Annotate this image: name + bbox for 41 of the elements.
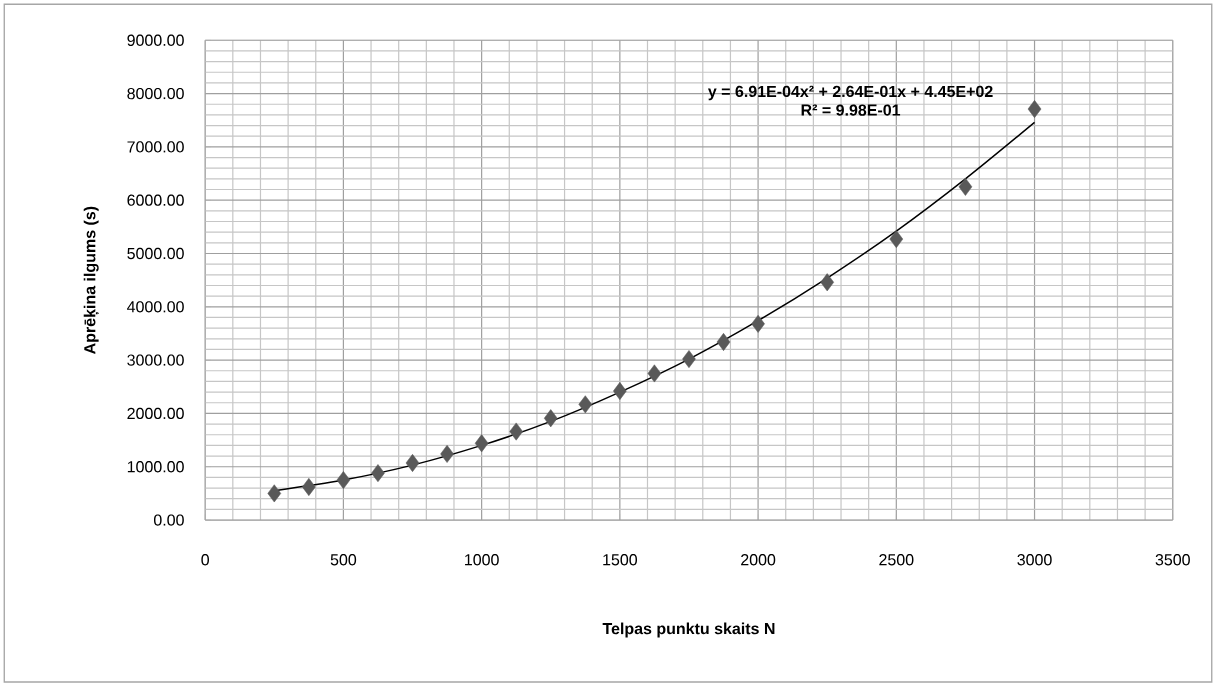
point — [405, 453, 420, 472]
point — [440, 444, 454, 463]
x-tick-label: 1500 — [603, 553, 638, 566]
x-axis-title: Telpas punktu skaits N — [602, 622, 775, 638]
x-tick-label: 500 — [330, 553, 357, 566]
x-tick-label: 3000 — [1017, 553, 1052, 566]
point — [682, 350, 696, 368]
point — [302, 477, 316, 496]
point — [647, 364, 662, 383]
y-tick-label: 7000.00 — [127, 141, 184, 153]
y-tick-label: 1000.00 — [127, 460, 184, 473]
point — [1027, 99, 1042, 118]
y-tick-label: 3000.00 — [127, 354, 184, 366]
annotation: R² = 9.98E-01 — [801, 104, 901, 116]
x-tick-label: 3500 — [1155, 553, 1190, 566]
annotation: y = 6.91E-04x² + 2.64E-01x + 4.45E+02 — [707, 85, 993, 101]
x-tick-label: 2000 — [741, 553, 776, 566]
y-axis-title: Aprēķina ilgums (s) — [83, 206, 99, 354]
y-tick-label: 5000.00 — [127, 247, 184, 260]
point — [751, 314, 765, 333]
point — [958, 177, 973, 196]
y-tick-label: 4000.00 — [127, 301, 184, 313]
x-tick-label: 2500 — [879, 553, 914, 566]
point — [889, 230, 904, 248]
point — [336, 471, 351, 489]
point — [509, 422, 523, 441]
x-tick-label: 1000 — [465, 553, 499, 566]
y-tick-label: 9000.00 — [127, 34, 184, 46]
point — [474, 434, 489, 453]
point — [613, 381, 627, 400]
y-tick-label: 8000.00 — [127, 87, 184, 100]
point — [267, 484, 282, 503]
point — [578, 395, 593, 414]
y-tick-label: 0.00 — [153, 514, 184, 526]
point — [716, 332, 731, 351]
point — [543, 409, 558, 428]
point — [820, 273, 834, 292]
point — [371, 464, 385, 482]
x-tick-label: 0 — [201, 553, 210, 566]
y-tick-label: 6000.00 — [127, 194, 184, 206]
y-tick-label: 2000.00 — [127, 407, 184, 419]
